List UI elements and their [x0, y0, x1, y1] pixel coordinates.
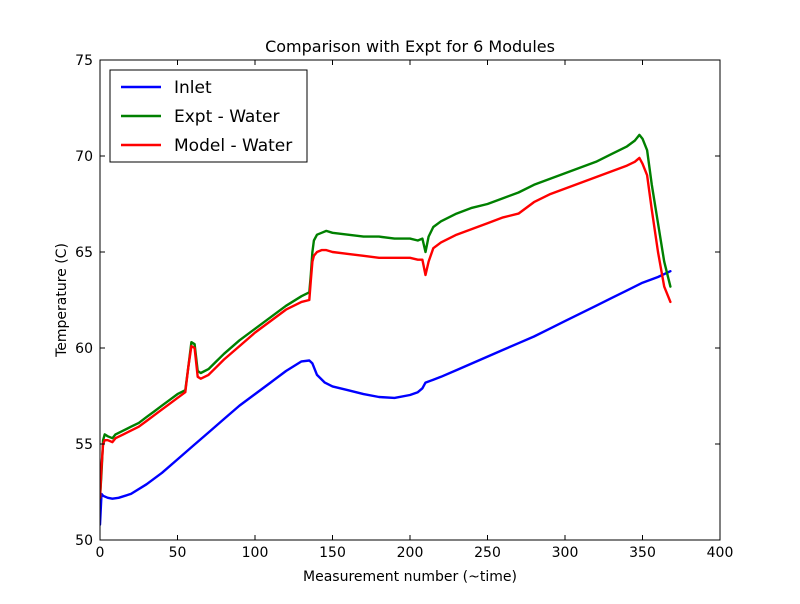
x-tick-label: 150: [319, 545, 346, 561]
legend-label: Expt - Water: [174, 107, 279, 127]
x-axis-label: Measurement number (~time): [303, 569, 517, 585]
y-tick-label: 50: [75, 533, 93, 549]
x-tick-label: 350: [629, 545, 656, 561]
x-tick-label: 50: [169, 545, 187, 561]
x-tick-label: 250: [474, 545, 501, 561]
x-tick-label: 400: [707, 545, 734, 561]
x-tick-label: 100: [242, 545, 269, 561]
y-tick-label: 55: [75, 437, 93, 453]
series-line-1: [100, 133, 672, 499]
y-axis-ticks: 50 55 60 65 70 75: [75, 53, 720, 549]
x-axis-ticks: 0 50 100 150 200 250 300 350 400: [96, 60, 734, 561]
x-tick-label: 0: [96, 545, 105, 561]
x-tick-label: 300: [552, 545, 579, 561]
x-tick-label: 200: [397, 545, 424, 561]
legend-label: Model - Water: [174, 136, 292, 156]
series-line-0: [100, 270, 672, 526]
legend-label: Inlet: [174, 78, 212, 98]
y-axis-label: Temperature (C): [54, 243, 70, 358]
y-tick-label: 65: [75, 245, 93, 261]
chart-title: Comparison with Expt for 6 Modules: [265, 37, 555, 56]
series-line-2: [100, 156, 672, 499]
y-tick-label: 75: [75, 53, 93, 69]
legend: Inlet Expt - Water Model - Water: [109, 69, 308, 163]
y-tick-label: 70: [75, 149, 93, 165]
plot-lines: [100, 133, 672, 526]
y-tick-label: 60: [75, 341, 93, 357]
